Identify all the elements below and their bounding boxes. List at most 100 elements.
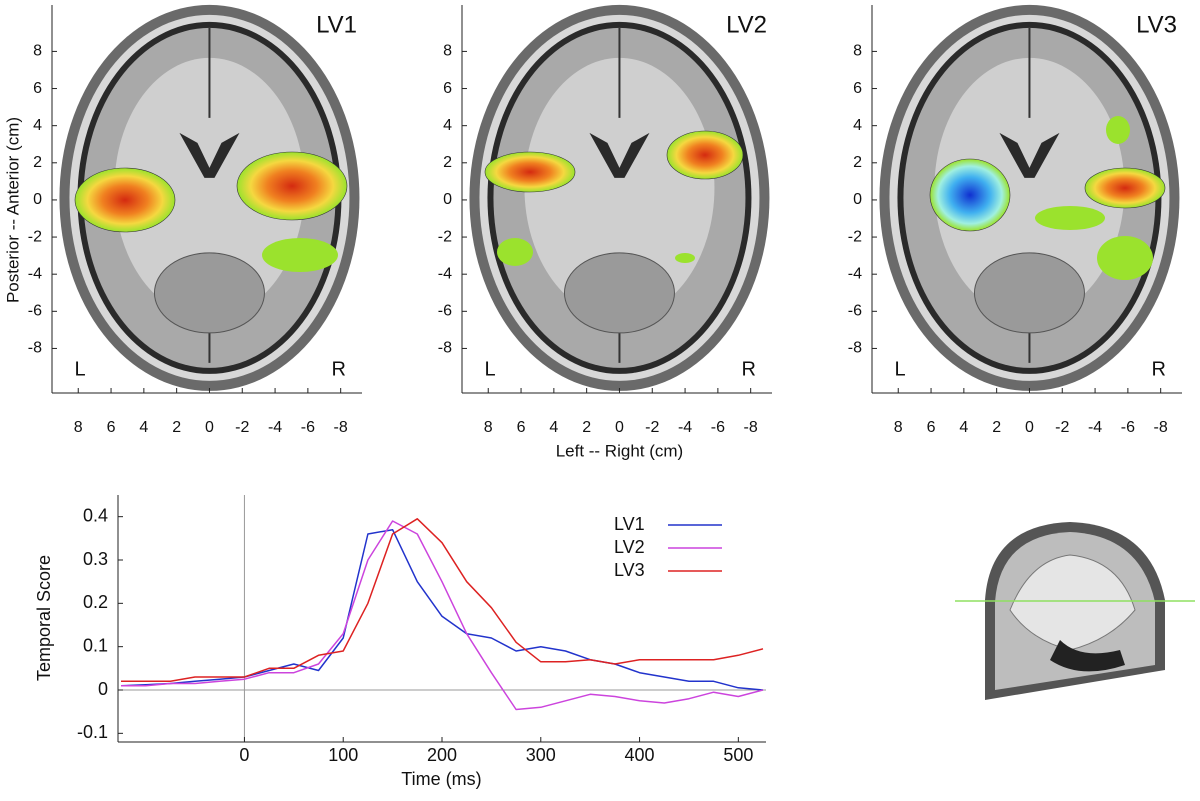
y-tick-label: 4: [443, 117, 452, 134]
x-tick-label: 0: [1025, 419, 1034, 436]
series-line: [121, 520, 764, 711]
y-tick-label: 8: [443, 43, 452, 60]
y-tick-label: -2: [848, 228, 862, 245]
y-tick-label: -6: [438, 303, 452, 320]
y-tick-label: -0.1: [77, 722, 108, 742]
x-tick-label: -8: [744, 419, 758, 436]
ventricles: [999, 132, 1060, 178]
y-tick-label: 8: [33, 43, 42, 60]
y-tick-label: -8: [438, 340, 452, 357]
y-tick-label: 2: [443, 154, 452, 171]
panel-title: LV3: [1136, 11, 1177, 38]
x-axis-label: Time (ms): [401, 769, 481, 789]
activation: [262, 238, 338, 272]
x-tick-label: 4: [139, 419, 148, 436]
x-tick-label: 100: [328, 745, 358, 765]
y-tick-label: -4: [28, 265, 42, 282]
x-tick-label: -2: [1055, 419, 1069, 436]
cerebellum: [973, 252, 1085, 334]
white-matter: [934, 57, 1125, 318]
cerebellum: [153, 252, 265, 334]
x-tick-label: 2: [172, 419, 181, 436]
y-tick-label: 2: [853, 154, 862, 171]
y-axis-label: Posterior -- Anterior (cm): [3, 117, 22, 303]
x-axis-label: Left -- Right (cm): [556, 441, 684, 460]
y-tick-label: 2: [33, 154, 42, 171]
x-tick-label: -6: [711, 419, 725, 436]
y-tick-label: -4: [438, 265, 452, 282]
y-tick-label: 0.1: [83, 635, 108, 655]
brain-panel: [879, 4, 1180, 391]
y-tick-label: 0.3: [83, 549, 108, 569]
y-tick-label: -4: [848, 265, 862, 282]
brain-panel: [59, 4, 360, 391]
x-tick-label: 4: [959, 419, 968, 436]
y-tick-label: -2: [28, 228, 42, 245]
ventricles: [589, 132, 650, 178]
left-label: L: [894, 358, 905, 380]
x-tick-label: 0: [615, 419, 624, 436]
activation: [666, 130, 744, 180]
x-tick-label: 8: [894, 419, 903, 436]
y-tick-label: 6: [853, 80, 862, 97]
activation: [929, 158, 1011, 232]
ventricles: [179, 132, 240, 178]
activation: [1097, 236, 1153, 280]
x-tick-label: 0: [205, 419, 214, 436]
y-tick-label: 0: [98, 679, 108, 699]
x-tick-label: 8: [74, 419, 83, 436]
y-tick-label: 4: [33, 117, 42, 134]
x-tick-label: -2: [235, 419, 249, 436]
x-tick-label: 4: [549, 419, 558, 436]
x-tick-label: 500: [723, 745, 753, 765]
x-tick-label: -4: [1088, 419, 1102, 436]
y-tick-label: -6: [28, 303, 42, 320]
activation: [1106, 116, 1130, 144]
y-tick-label: 6: [33, 80, 42, 97]
series-line: [120, 528, 764, 691]
y-tick-label: 0: [443, 191, 452, 208]
x-tick-label: 2: [992, 419, 1001, 436]
brain-panel: [469, 4, 770, 391]
x-tick-label: 0: [239, 745, 249, 765]
activation: [675, 253, 695, 263]
x-tick-label: -4: [678, 419, 692, 436]
activation: [236, 151, 348, 221]
y-tick-label: 0.2: [83, 592, 108, 612]
y-tick-label: 0.4: [83, 505, 108, 525]
y-tick-label: -6: [848, 303, 862, 320]
x-tick-label: -2: [645, 419, 659, 436]
x-tick-label: 6: [927, 419, 936, 436]
y-tick-label: 6: [443, 80, 452, 97]
x-tick-label: 400: [625, 745, 655, 765]
y-tick-label: -2: [438, 228, 452, 245]
y-tick-label: -8: [848, 340, 862, 357]
x-tick-label: -4: [268, 419, 282, 436]
left-label: L: [484, 358, 495, 380]
activation: [1084, 167, 1166, 209]
sagittal-view: [955, 522, 1195, 700]
activation: [74, 167, 176, 233]
x-tick-label: -6: [301, 419, 315, 436]
series-line: [121, 518, 764, 683]
legend-label: LV2: [614, 537, 645, 557]
activation: [484, 151, 576, 193]
legend-label: LV1: [614, 514, 645, 534]
y-tick-label: -8: [28, 340, 42, 357]
activation: [1035, 206, 1105, 230]
x-tick-label: -8: [1154, 419, 1168, 436]
panel-title: LV1: [316, 11, 357, 38]
panel-title: LV2: [726, 11, 767, 38]
y-tick-label: 8: [853, 43, 862, 60]
x-tick-label: 300: [526, 745, 556, 765]
y-tick-label: 0: [853, 191, 862, 208]
x-tick-label: 6: [517, 419, 526, 436]
x-tick-label: 6: [107, 419, 116, 436]
x-tick-label: 2: [582, 419, 591, 436]
x-tick-label: 200: [427, 745, 457, 765]
y-axis-label: Temporal Score: [34, 555, 54, 681]
y-tick-label: 0: [33, 191, 42, 208]
x-tick-label: -8: [334, 419, 348, 436]
